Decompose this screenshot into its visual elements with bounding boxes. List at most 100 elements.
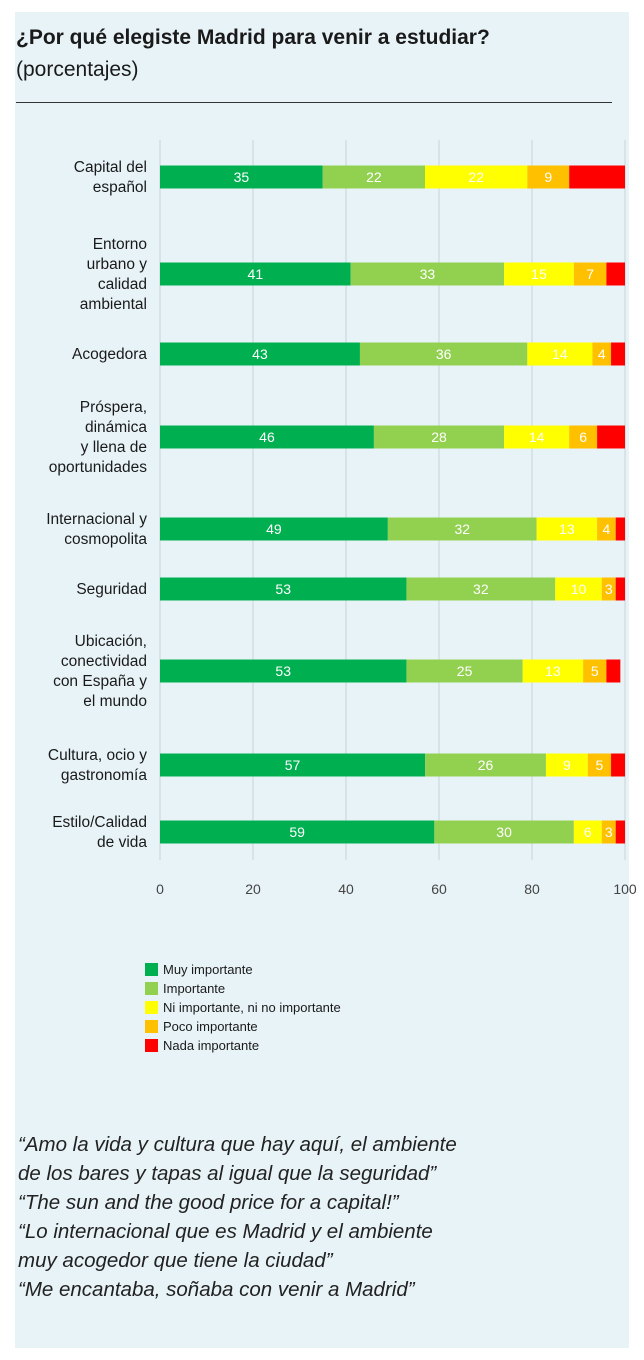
category-label: Internacional y (46, 511, 147, 528)
data-label: 3 (605, 581, 613, 597)
bar-segment (434, 820, 574, 844)
quote-line: “The sun and the good price for a capita… (18, 1191, 399, 1214)
bar-segment (573, 262, 607, 286)
category-label: español (93, 179, 147, 196)
category-label: el mundo (83, 693, 147, 710)
data-label: 46 (259, 429, 275, 445)
quote-line: “Me encantaba, soñaba con venir a Madrid… (18, 1278, 415, 1301)
legend-item: Ni importante, ni no importante (145, 998, 341, 1017)
category-label: con España y (53, 673, 147, 690)
category-label: conectividad (61, 653, 147, 670)
bar-segment (569, 165, 625, 189)
data-label: 59 (289, 824, 305, 840)
bar-segment (583, 659, 607, 683)
data-label: 53 (275, 581, 291, 597)
bar-segment (527, 165, 570, 189)
category-label: Entorno (93, 236, 147, 253)
bar-segment (573, 820, 602, 844)
bar-segment (597, 517, 616, 541)
data-label: 7 (586, 266, 594, 282)
legend-swatch (145, 1020, 158, 1033)
bar-segment (504, 425, 570, 449)
x-tick-label: 0 (156, 881, 164, 897)
bar-segment (425, 165, 528, 189)
category-label: Ubicación, (75, 633, 147, 650)
bar-segment (160, 659, 407, 683)
data-label: 43 (252, 346, 268, 362)
data-label: 6 (579, 429, 587, 445)
data-label: 32 (454, 521, 470, 537)
legend-item: Nada importante (145, 1036, 341, 1055)
x-tick-label: 40 (338, 881, 354, 897)
legend-label: Muy importante (163, 962, 253, 977)
bar-segment (160, 517, 388, 541)
category-label: Acogedora (72, 346, 147, 363)
legend-label: Ni importante, ni no importante (163, 1000, 341, 1015)
category-label: urbano y (87, 256, 148, 273)
bar-segment (350, 262, 505, 286)
category-label: de vida (97, 834, 147, 851)
quote-line: “Amo la vida y cultura que hay aquí, el … (18, 1133, 457, 1156)
chart-subtitle: (porcentajes) (16, 58, 139, 81)
quote-line: de los bares y tapas al igual que la seg… (18, 1162, 437, 1185)
bar-segment (322, 165, 426, 189)
data-label: 14 (552, 346, 568, 362)
data-label: 28 (431, 429, 447, 445)
legend-label: Nada importante (163, 1038, 260, 1053)
category-label: Próspera, (80, 399, 147, 416)
legend-label: Poco importante (163, 1019, 258, 1034)
data-label: 25 (457, 663, 473, 679)
category-label: Capital del (74, 159, 147, 176)
data-label: 10 (571, 581, 587, 597)
legend-item: Poco importante (145, 1017, 341, 1036)
bar-segment (601, 820, 616, 844)
category-label: cosmopolita (64, 531, 147, 548)
bar-segment (615, 577, 625, 601)
category-label: ambiental (80, 296, 147, 313)
data-label: 36 (436, 346, 452, 362)
data-label: 32 (473, 581, 489, 597)
chart-legend: Muy importante Importante Ni importante, n… (145, 960, 341, 1055)
category-label: Estilo/Calidad (52, 814, 147, 831)
data-label: 35 (234, 169, 250, 185)
category-label: y llena de (81, 439, 147, 456)
x-tick-label: 100 (613, 881, 637, 897)
bar-segment (611, 342, 625, 366)
data-label: 4 (603, 521, 611, 537)
data-label: 49 (266, 521, 282, 537)
bar-segment (160, 342, 360, 366)
bar-segment (611, 753, 625, 777)
bar-segment (615, 820, 625, 844)
category-label: oportunidades (49, 459, 147, 476)
bar-segment (387, 517, 537, 541)
data-label: 5 (596, 757, 604, 773)
bar-segment (536, 517, 598, 541)
bar-segment (545, 753, 588, 777)
bar-segment (606, 262, 625, 286)
category-label: Cultura, ocio y (48, 747, 147, 764)
legend-item: Importante (145, 979, 341, 998)
category-label: calidad (98, 276, 147, 293)
data-label: 6 (584, 824, 592, 840)
bar-segment (606, 659, 621, 683)
x-tick-label: 80 (524, 881, 540, 897)
quote-line: muy acogedor que tiene la ciudad” (18, 1249, 333, 1272)
bar-segment (555, 577, 602, 601)
bar-segment (504, 262, 574, 286)
bar-segment (373, 425, 505, 449)
category-label: dinámica (85, 419, 147, 436)
data-label: 9 (544, 169, 552, 185)
bar-segment (160, 165, 323, 189)
data-label: 14 (529, 429, 545, 445)
bar-segment (160, 753, 426, 777)
bar-segment (160, 262, 351, 286)
bar-segment (587, 753, 612, 777)
bar-segment (522, 659, 584, 683)
bar-segment (527, 342, 593, 366)
legend-swatch (145, 1001, 158, 1014)
title-divider (16, 102, 612, 103)
legend-swatch (145, 1039, 158, 1052)
bar-segment (406, 577, 556, 601)
data-label: 4 (598, 346, 606, 362)
